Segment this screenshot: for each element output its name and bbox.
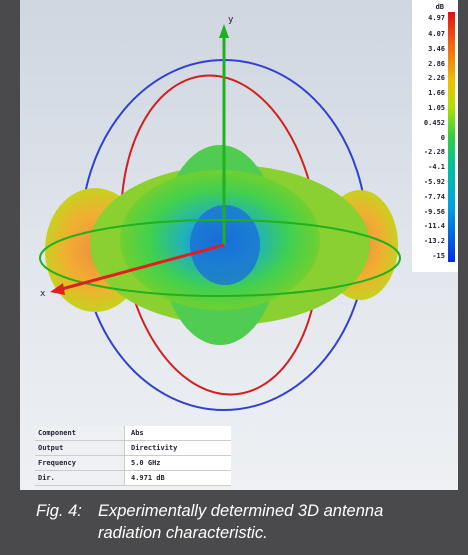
colorbar-label: 4.97 xyxy=(428,14,445,22)
colorbar: dB 4.97 4.07 3.46 2.86 2.26 1.66 1.05 0.452 0 -2.… xyxy=(412,0,458,272)
colorbar-label: 0.452 xyxy=(423,118,445,127)
info-row: Frequency 5.0 GHz xyxy=(35,456,231,471)
colorbar-label: 0 xyxy=(440,133,445,142)
info-value: Abs xyxy=(131,429,144,437)
info-key: Output xyxy=(35,441,125,455)
colorbar-label: 3.46 xyxy=(428,44,445,53)
colorbar-label: -4.1 xyxy=(428,163,445,172)
colorbar-unit: dB xyxy=(435,3,444,11)
info-value: Directivity xyxy=(131,444,178,452)
colorbar-label: -7.74 xyxy=(423,192,445,201)
radiation-pattern: y x xyxy=(39,15,401,411)
caption-text: Experimentally determined 3D antenna rad… xyxy=(98,502,384,542)
info-row: Dir. 4.971 dB xyxy=(35,471,231,486)
colorbar-label: 4.07 xyxy=(428,30,445,38)
info-value: 5.0 GHz xyxy=(131,459,161,467)
axis-label: x xyxy=(40,289,46,299)
colorbar-gradient xyxy=(448,12,455,262)
colorbar-label: 2.86 xyxy=(428,59,445,68)
screenshot: y x dB 4.97 4.07 3.46 2.86 2.26 1.66 1.05 0.452… xyxy=(20,0,458,490)
info-value: 4.971 dB xyxy=(131,474,165,482)
colorbar-label: -15 xyxy=(432,252,445,260)
caption-label: Fig. 4: xyxy=(36,502,82,520)
info-table: Component Abs Output Directivity Frequency 5.… xyxy=(35,426,231,486)
info-key: Dir. xyxy=(35,471,125,485)
colorbar-label: -13.2 xyxy=(423,237,445,246)
colorbar-label: -2.28 xyxy=(423,148,445,157)
colorbar-label: 1.66 xyxy=(428,89,445,98)
info-key: Component xyxy=(35,426,125,440)
axis-label: y xyxy=(228,15,234,25)
info-row: Output Directivity xyxy=(35,441,231,456)
caption: Fig. 4: Experimentally determined 3D ant… xyxy=(36,500,416,544)
colorbar-label: -11.4 xyxy=(423,222,445,231)
colorbar-label: 1.05 xyxy=(428,104,445,112)
colorbar-label: -5.92 xyxy=(423,178,445,186)
colorbar-label: -9.56 xyxy=(423,207,445,216)
info-key: Frequency xyxy=(35,456,125,470)
info-row: Component Abs xyxy=(35,426,231,441)
colorbar-label: 2.26 xyxy=(428,74,445,83)
